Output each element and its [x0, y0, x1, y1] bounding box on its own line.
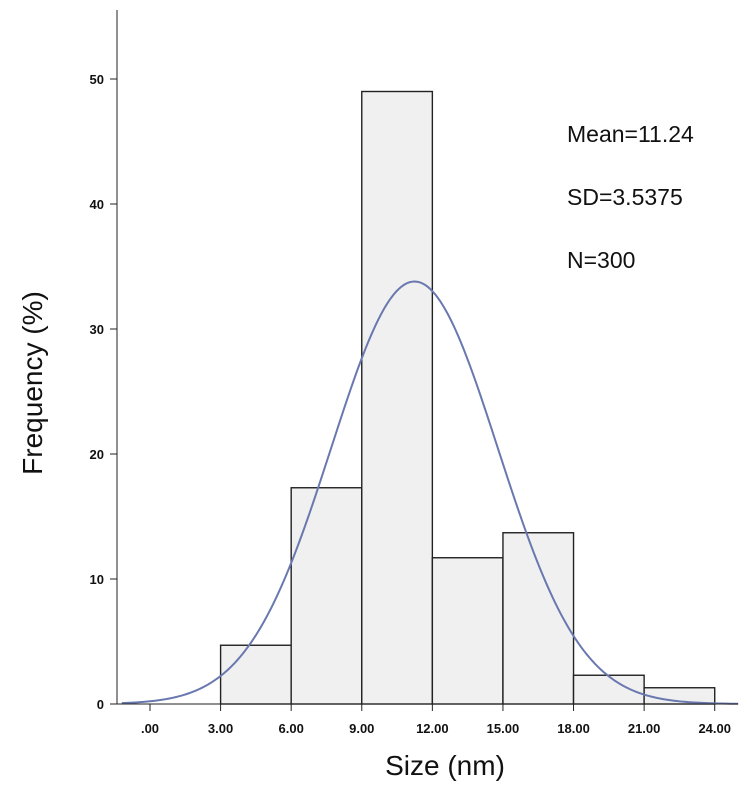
x-tick-label-6: 18.00 — [557, 721, 590, 736]
histogram-bar-1 — [219, 644, 292, 705]
x-tick-label-3: 9.00 — [349, 721, 374, 736]
y-tick-label-3: 30 — [90, 322, 104, 337]
x-tick-label-7: 21.00 — [628, 721, 661, 736]
x-ticks-layer: .00 3.00 6.00 9.00 12.00 15.00 18.00 21.00 24.00 — [141, 704, 731, 736]
y-tick-label-1: 10 — [90, 572, 104, 587]
curve-layer — [121, 280, 739, 705]
y-tick-label-5: 50 — [90, 72, 104, 87]
y-tick-label-4: 40 — [90, 197, 104, 212]
histogram-bar-6 — [572, 674, 645, 705]
y-tick-label-2: 20 — [90, 447, 104, 462]
n-annotation: N=300 — [567, 247, 635, 273]
x-tick-label-1: 3.00 — [208, 721, 233, 736]
histogram-bar-2 — [290, 487, 363, 705]
x-tick-label-4: 12.00 — [416, 721, 449, 736]
normal-distribution-curve — [121, 280, 739, 705]
y-ticks-layer: 0 10 20 30 40 50 — [90, 72, 117, 712]
histogram-bar-4 — [431, 557, 504, 705]
y-tick-label-0: 0 — [97, 697, 104, 712]
sd-annotation: SD=3.5375 — [567, 184, 683, 210]
x-tick-label-0: .00 — [141, 721, 159, 736]
mean-annotation: Mean=11.24 — [567, 121, 694, 147]
x-tick-label-2: 6.00 — [279, 721, 304, 736]
x-axis-title: Size (nm) — [385, 750, 505, 781]
y-axis-title: Frequency (%) — [17, 291, 48, 475]
x-tick-label-8: 24.00 — [698, 721, 731, 736]
bars-layer — [219, 90, 716, 705]
histogram-bar-3 — [361, 90, 434, 705]
x-tick-label-5: 15.00 — [487, 721, 520, 736]
